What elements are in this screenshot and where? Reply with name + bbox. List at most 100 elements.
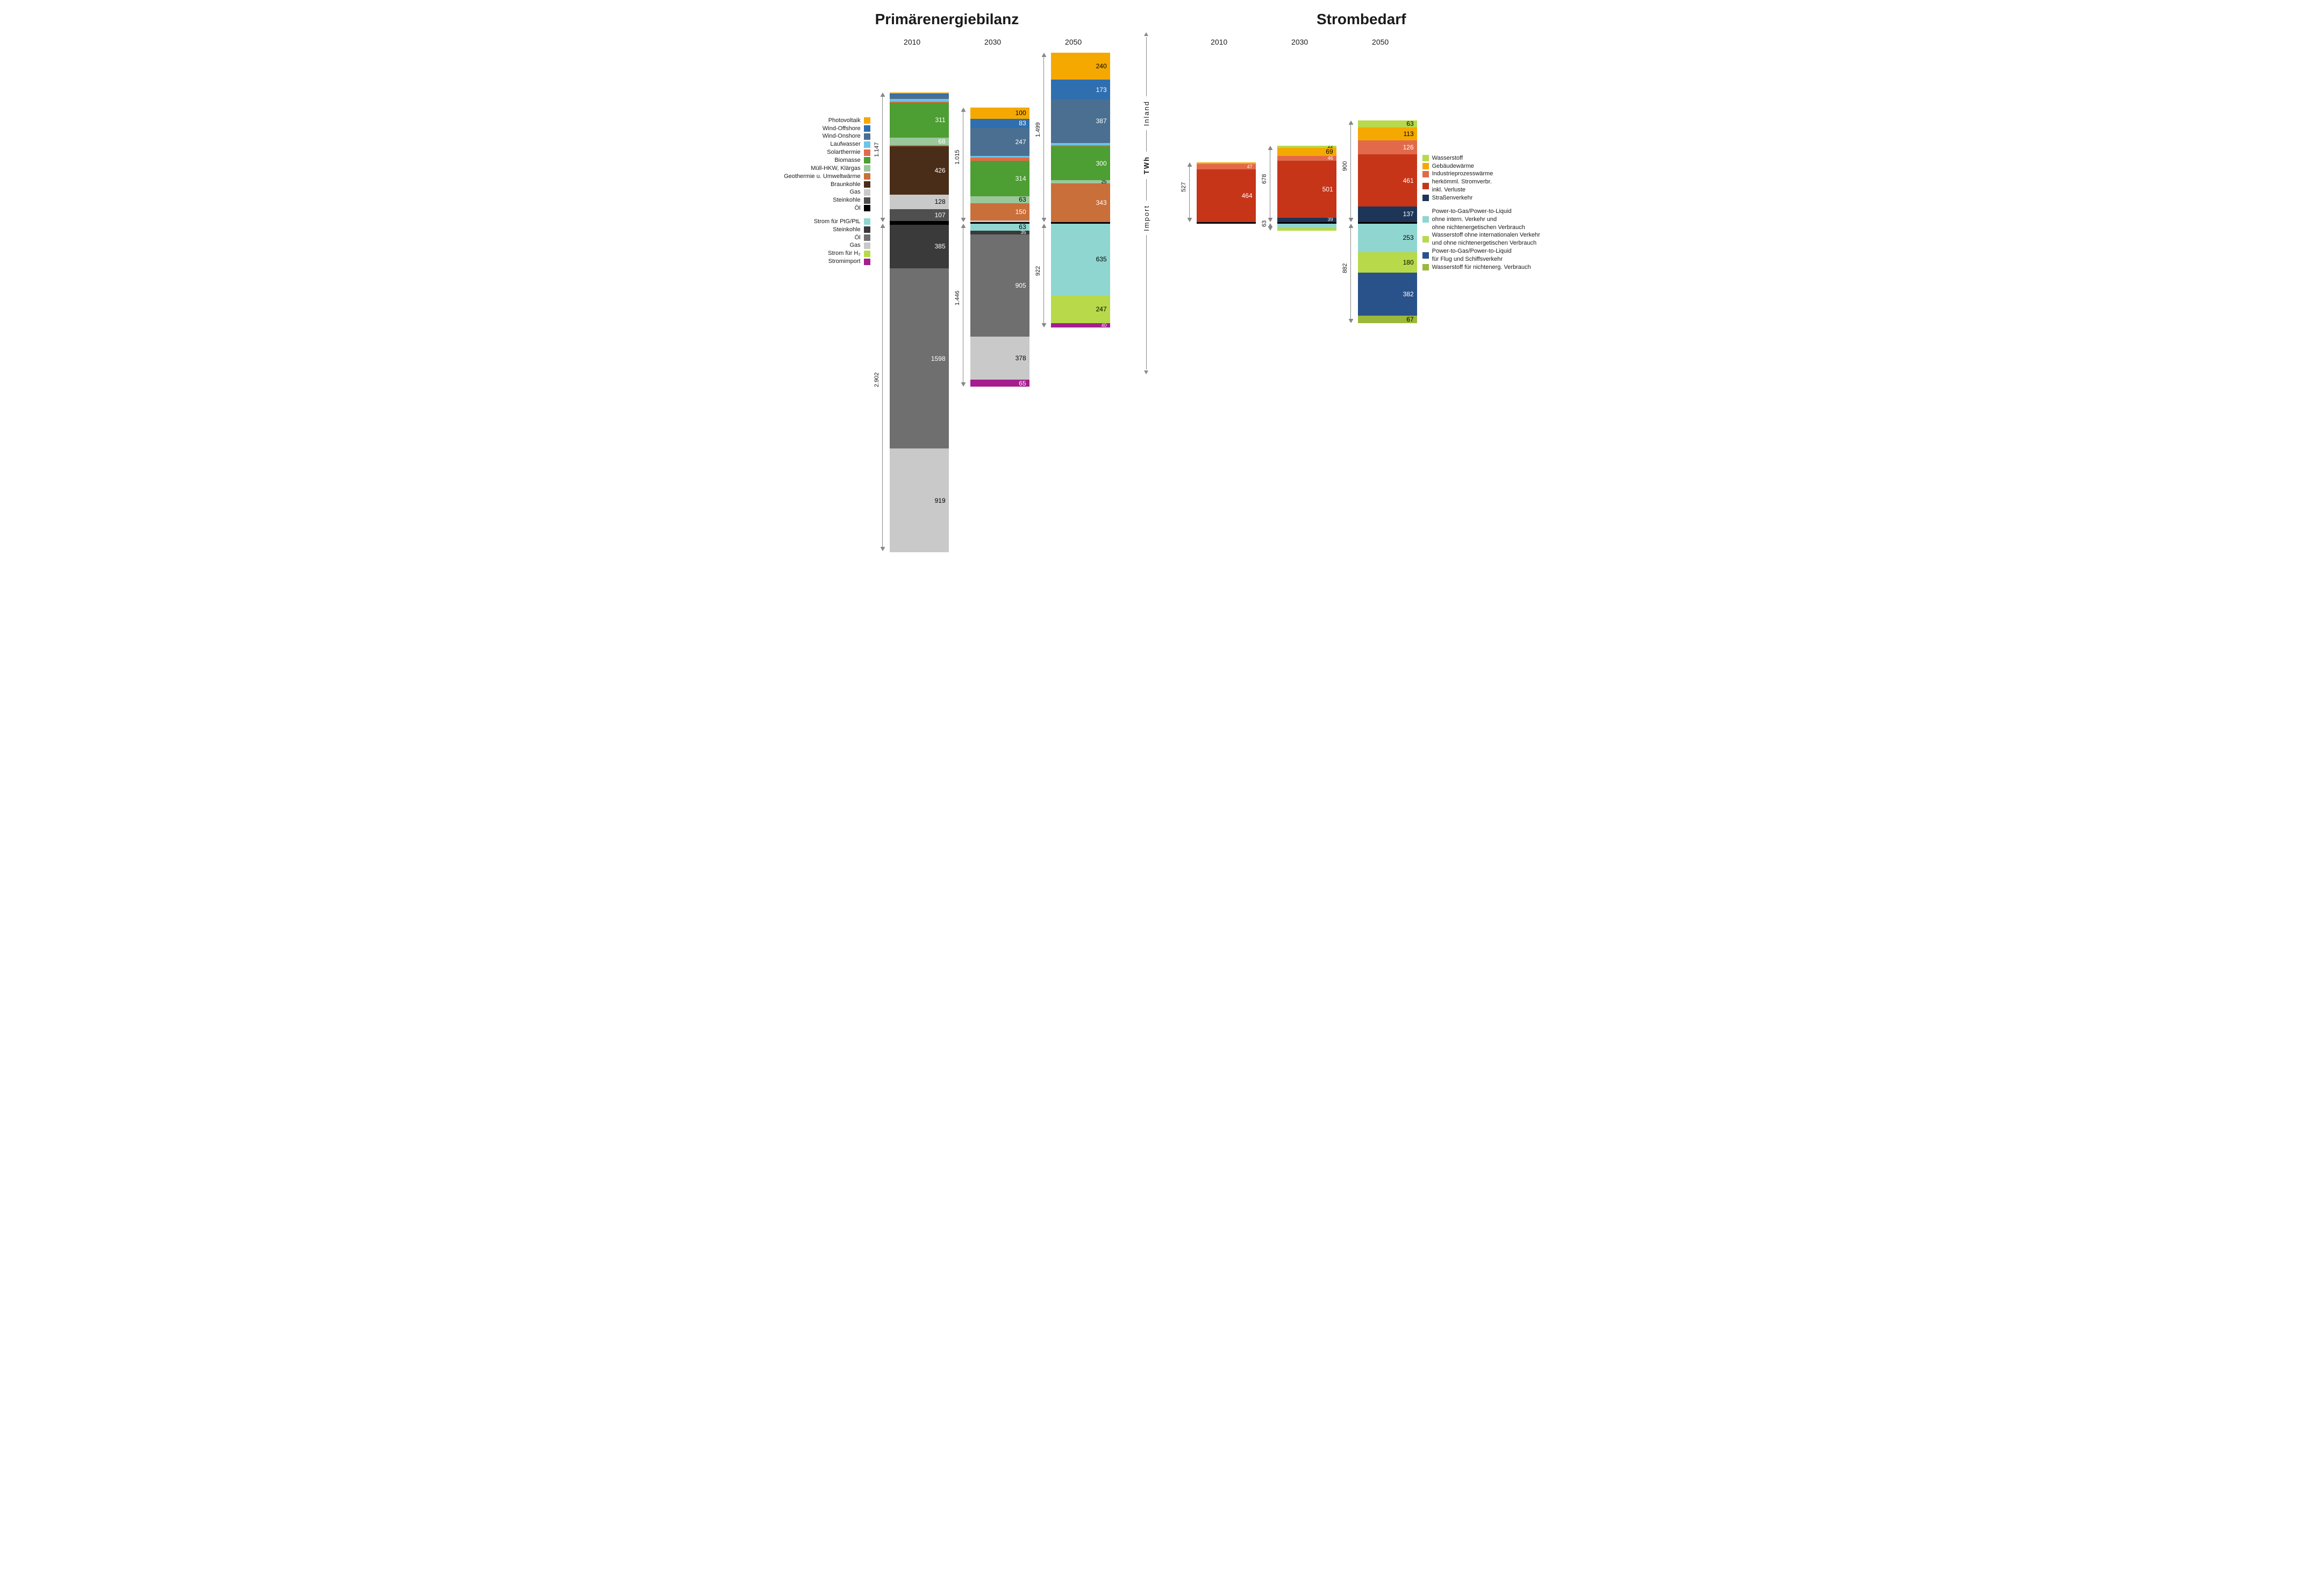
legend-item: Wind-Offshore [784, 125, 870, 133]
bar-segment: 247 [1051, 295, 1110, 323]
bar-segment: 247 [970, 128, 1029, 156]
axis-label-inland: Inland [1142, 97, 1150, 129]
segment-value: 63 [1406, 120, 1413, 127]
bar-segment: 100 [970, 108, 1029, 119]
bracket-total: 922 [1035, 266, 1041, 275]
legend-label: Wind-Onshore [823, 132, 861, 140]
bracket-total: 678 [1261, 174, 1268, 183]
bar-stack: 10083 247 314 63150 [970, 108, 1029, 222]
legend-swatch [864, 189, 870, 196]
legend-swatch [1422, 183, 1429, 189]
year-label: 2010 [1211, 38, 1227, 46]
bracket: 527 [1183, 162, 1197, 222]
legend-label: Steinkohle [833, 226, 860, 234]
legend-swatch [864, 165, 870, 172]
segment-value: 919 [935, 497, 946, 504]
bar-segment: 67 [1358, 316, 1417, 323]
legend-label: Biomasse [834, 156, 860, 165]
segment-value: 69 [1326, 148, 1333, 155]
segment-value: 378 [1016, 355, 1026, 361]
legend-item: Gas [784, 188, 870, 196]
legend-right: WasserstoffGebäudewärmeIndustrieprozessw… [1422, 38, 1540, 277]
arrow-down-icon [1144, 370, 1148, 374]
bar-segment: 150 [970, 203, 1029, 220]
legend-left: PhotovoltaikWind-OffshoreWind-OnshoreLau… [784, 38, 870, 271]
legend-label: Wasserstoff ohne internationalen Verkehr… [1432, 231, 1540, 247]
segment-value: 314 [1016, 175, 1026, 182]
baseline [1197, 222, 1256, 224]
legend-item: Steinkohle [784, 196, 870, 204]
bar-segment: 128 [890, 195, 949, 209]
bar-segment: 1598 [890, 268, 949, 449]
segment-value: 1598 [931, 355, 946, 362]
bar-stack: 24017338730025343 [1051, 53, 1110, 222]
year-column: 20101.1472.902311684261281073851598919 [876, 38, 949, 552]
panel-title-left: Primärenergiebilanz [875, 11, 1019, 28]
year-column: 20509008826311312646113725318038267 [1344, 38, 1417, 323]
legend-item: Steinkohle [784, 226, 870, 234]
segment-value: 35 [1021, 231, 1026, 234]
bracket-total: 1.446 [954, 290, 961, 305]
legend-item: Power-to-Gas/Power-to-Liquid ohne intern… [1422, 208, 1540, 232]
year-label: 2050 [1065, 38, 1082, 46]
legend-swatch [1422, 236, 1429, 243]
segment-value: 137 [1403, 211, 1414, 217]
legend-label: Gas [849, 188, 860, 196]
legend-label: Stromimport [828, 258, 861, 266]
chart-container: Primärenergiebilanz PhotovoltaikWind-Off… [11, 11, 2313, 552]
year-label: 2030 [1291, 38, 1308, 46]
year-label: 2050 [1372, 38, 1389, 46]
segment-value: 387 [1096, 118, 1107, 124]
bracket-total: 2.902 [874, 373, 880, 388]
bar-stack: 47464 [1197, 162, 1256, 222]
segment-value: 253 [1403, 234, 1414, 241]
bracket: 1.499 [1037, 53, 1051, 222]
bar-segment: 137 [1358, 206, 1417, 222]
legend-label: Müll-HKW, Klärgas [811, 165, 860, 173]
legend-item: Wasserstoff für nichtenerg. Verbrauch [1422, 263, 1540, 272]
segment-value: 63 [1019, 196, 1026, 203]
bar-stack: 385 1598 919 [890, 225, 949, 552]
legend-item: Stromimport [784, 258, 870, 266]
legend-label: Strom für PtG/PtL [814, 218, 861, 226]
legend-label: Öl [855, 204, 861, 212]
bar-segment: 173 [1051, 80, 1110, 99]
bracket: 882 [1344, 224, 1358, 323]
legend-label: Industrieprozesswärme [1432, 170, 1493, 178]
legend-label: Strom für H₂ [828, 250, 861, 258]
legend-item: Wasserstoff ohne internationalen Verkehr… [1422, 231, 1540, 247]
bar-segment: 300 [1051, 146, 1110, 180]
segment-value: 461 [1403, 177, 1414, 184]
left-bars: 20101.1472.90231168426128107385159891920… [876, 38, 1110, 552]
center-axis: Inland TWh Import [1142, 11, 1150, 552]
legend-item: Gebäudewärme [1422, 162, 1540, 170]
bar-segment: 501 [1277, 161, 1336, 217]
bar-segment: 253 [1358, 224, 1417, 252]
bar-segment: 63 [970, 224, 1029, 231]
bracket: 922 [1037, 224, 1051, 328]
legend-label: Öl [855, 234, 861, 242]
segment-value: 39 [1328, 218, 1333, 222]
bar-segment: 69 [1277, 148, 1336, 155]
bar-segment: 63 [1358, 120, 1417, 127]
segment-value: 46 [1328, 156, 1333, 161]
bar-segment: 83 [970, 119, 1029, 128]
right-bars: 2010527474642030678632269465013920509008… [1183, 38, 1417, 323]
legend-item: Industrieprozesswärme [1422, 170, 1540, 178]
legend-label: Power-to-Gas/Power-to-Liquid für Flug un… [1432, 247, 1512, 263]
legend-item: Solarthermie [784, 148, 870, 156]
bar-segment: 385 [890, 225, 949, 268]
bar-segment: 378 [970, 337, 1029, 379]
bracket: 900 [1344, 120, 1358, 222]
segment-value: 83 [1019, 120, 1026, 126]
electricity-demand-panel: Strombedarf 2010527474642030678632269465… [1183, 11, 1540, 552]
legend-swatch [864, 141, 870, 148]
legend-swatch [864, 234, 870, 241]
axis-label-twh: TWh [1142, 153, 1150, 177]
legend-item: Power-to-Gas/Power-to-Liquid für Flug un… [1422, 247, 1540, 263]
bar-segment [890, 95, 949, 99]
legend-item: Laufwasser [784, 140, 870, 148]
segment-value: 240 [1096, 63, 1107, 69]
legend-label: Photovoltaik [828, 117, 861, 125]
bar-segment: 126 [1358, 140, 1417, 154]
